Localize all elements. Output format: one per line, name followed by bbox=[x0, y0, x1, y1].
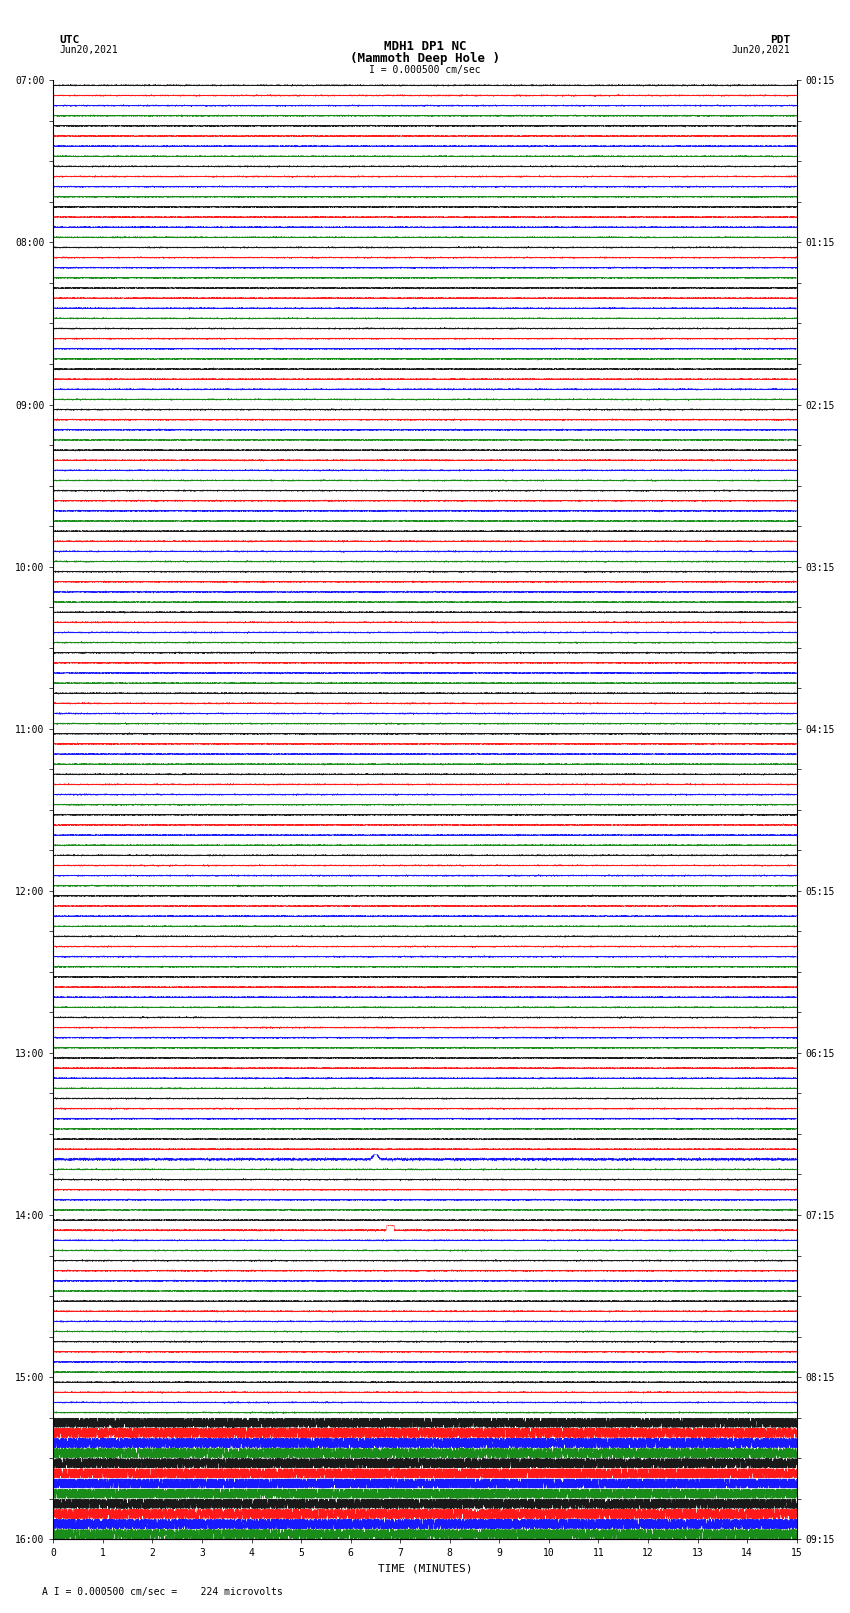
Text: PDT: PDT bbox=[770, 35, 790, 45]
Text: Jun20,2021: Jun20,2021 bbox=[732, 45, 791, 55]
Text: UTC: UTC bbox=[60, 35, 80, 45]
Text: I = 0.000500 cm/sec: I = 0.000500 cm/sec bbox=[369, 65, 481, 74]
Text: A I = 0.000500 cm/sec =    224 microvolts: A I = 0.000500 cm/sec = 224 microvolts bbox=[42, 1587, 283, 1597]
Text: (Mammoth Deep Hole ): (Mammoth Deep Hole ) bbox=[350, 52, 500, 65]
X-axis label: TIME (MINUTES): TIME (MINUTES) bbox=[377, 1565, 473, 1574]
Text: Jun20,2021: Jun20,2021 bbox=[60, 45, 118, 55]
Text: MDH1 DP1 NC: MDH1 DP1 NC bbox=[383, 40, 467, 53]
